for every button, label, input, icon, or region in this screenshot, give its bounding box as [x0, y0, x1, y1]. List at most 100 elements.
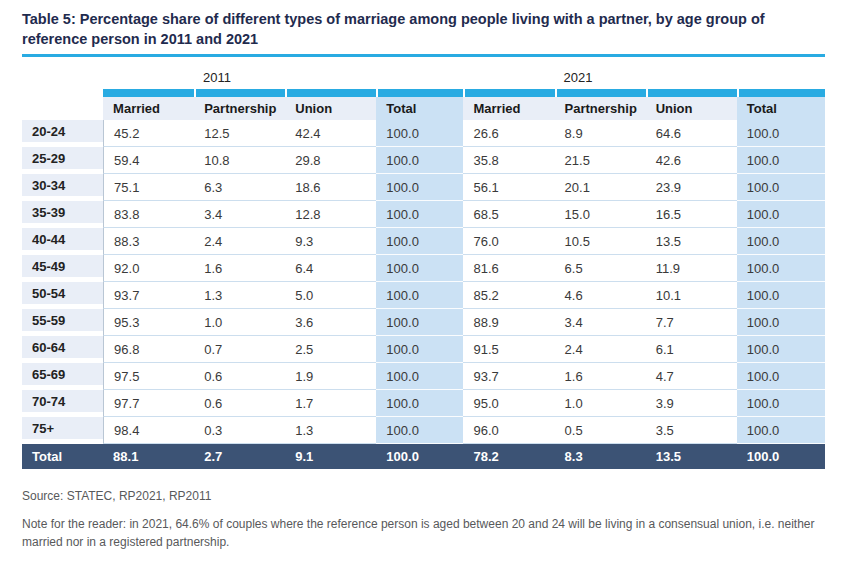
- table-cell: 88.9: [463, 309, 554, 336]
- table-cell: 2.4: [194, 228, 285, 255]
- table-cell: 1.6: [194, 255, 285, 282]
- column-header: Union: [646, 97, 737, 120]
- table-cell: 20.1: [555, 174, 646, 201]
- table-cell: 16.5: [646, 201, 737, 228]
- table-cell: 9.3: [285, 228, 376, 255]
- table-cell: 64.6: [646, 120, 737, 147]
- row-label: 35-39: [22, 201, 103, 228]
- table-cell: 68.5: [463, 201, 554, 228]
- table-cell: 85.2: [463, 282, 554, 309]
- accent-bar: [285, 89, 376, 97]
- table-cell: 8.3: [555, 444, 646, 469]
- table-cell: 100.0: [737, 255, 825, 282]
- accent-bar-row: [22, 89, 825, 97]
- table-cell: 96.8: [103, 336, 194, 363]
- column-header: Total: [376, 97, 463, 120]
- marriage-table: 2011 2021MarriedPartnershipUnionTotalMar…: [22, 65, 825, 469]
- table-cell: 0.7: [194, 336, 285, 363]
- table-cell: 100.0: [737, 444, 825, 469]
- table-cell: 97.7: [103, 390, 194, 417]
- table-cell: 26.6: [463, 120, 554, 147]
- table-row: 50-5493.71.35.0100.085.24.610.1100.0: [22, 282, 825, 309]
- table-cell: 10.1: [646, 282, 737, 309]
- table-cell: 3.4: [194, 201, 285, 228]
- table-cell: 10.8: [194, 147, 285, 174]
- table-cell: 81.6: [463, 255, 554, 282]
- table-cell: 45.2: [103, 120, 194, 147]
- table-cell: 13.5: [646, 444, 737, 469]
- row-label: 75+: [22, 417, 103, 444]
- table-cell: 100.0: [376, 201, 463, 228]
- table-cell: 4.7: [646, 363, 737, 390]
- table-cell: 29.8: [285, 147, 376, 174]
- page-title: Table 5: Percentage share of different t…: [22, 10, 822, 49]
- table-cell: 1.0: [555, 390, 646, 417]
- table-cell: 95.3: [103, 309, 194, 336]
- page: Table 5: Percentage share of different t…: [0, 0, 857, 551]
- table-cell: 75.1: [103, 174, 194, 201]
- table-cell: 8.9: [555, 120, 646, 147]
- table-cell: 12.5: [194, 120, 285, 147]
- column-header: Married: [463, 97, 554, 120]
- table-cell: 100.0: [376, 309, 463, 336]
- table-cell: 92.0: [103, 255, 194, 282]
- accent-bar: [103, 89, 194, 97]
- accent-bar: [555, 89, 646, 97]
- total-row: Total88.12.79.1100.078.28.313.5100.0: [22, 444, 825, 469]
- table-cell: 97.5: [103, 363, 194, 390]
- table-cell: 83.8: [103, 201, 194, 228]
- note-text: Note for the reader: in 2021, 64.6% of c…: [22, 516, 835, 551]
- accent-bar: [463, 89, 554, 97]
- table-cell: 100.0: [737, 147, 825, 174]
- table-cell: 3.9: [646, 390, 737, 417]
- table-cell: 100.0: [376, 228, 463, 255]
- table-cell: 3.5: [646, 417, 737, 444]
- table-cell: 100.0: [737, 282, 825, 309]
- accent-bar: [737, 89, 825, 97]
- row-label: 25-29: [22, 147, 103, 174]
- row-label: 50-54: [22, 282, 103, 309]
- table-cell: 1.9: [285, 363, 376, 390]
- table-cell: 100.0: [376, 120, 463, 147]
- table-cell: 1.6: [555, 363, 646, 390]
- table-cell: 100.0: [737, 417, 825, 444]
- table-cell: 2.5: [285, 336, 376, 363]
- table-cell: 13.5: [646, 228, 737, 255]
- table-cell: 42.6: [646, 147, 737, 174]
- table-cell: 98.4: [103, 417, 194, 444]
- table-row: 65-6997.50.61.9100.093.71.64.7100.0: [22, 363, 825, 390]
- column-header: Total: [737, 97, 825, 120]
- row-label: 40-44: [22, 228, 103, 255]
- row-label: 65-69: [22, 363, 103, 390]
- table-row: 60-6496.80.72.5100.091.52.46.1100.0: [22, 336, 825, 363]
- table-row: 75+98.40.31.3100.096.00.53.5100.0: [22, 417, 825, 444]
- table-cell: 7.7: [646, 309, 737, 336]
- table-cell: 2.4: [555, 336, 646, 363]
- table-cell: 6.5: [555, 255, 646, 282]
- table-cell: 100.0: [737, 309, 825, 336]
- year-label-2021: 2021: [463, 65, 825, 89]
- table-row: 45-4992.01.66.4100.081.66.511.9100.0: [22, 255, 825, 282]
- table-cell: 100.0: [376, 336, 463, 363]
- table-row: 20-2445.212.542.4100.026.68.964.6100.0: [22, 120, 825, 147]
- table-cell: 5.0: [285, 282, 376, 309]
- table-cell: 0.6: [194, 390, 285, 417]
- column-header-row: MarriedPartnershipUnionTotalMarriedPartn…: [22, 97, 825, 120]
- table-row: 35-3983.83.412.8100.068.515.016.5100.0: [22, 201, 825, 228]
- table-cell: 15.0: [555, 201, 646, 228]
- table-cell: 1.0: [194, 309, 285, 336]
- column-header: Partnership: [194, 97, 285, 120]
- table-cell: 100.0: [737, 390, 825, 417]
- table-cell: 93.7: [463, 363, 554, 390]
- table-cell: 1.3: [194, 282, 285, 309]
- table-cell: 21.5: [555, 147, 646, 174]
- table-cell: 6.4: [285, 255, 376, 282]
- table-cell: 100.0: [737, 174, 825, 201]
- table-cell: 96.0: [463, 417, 554, 444]
- column-header: Married: [103, 97, 194, 120]
- table-cell: 35.8: [463, 147, 554, 174]
- table-cell: 88.1: [103, 444, 194, 469]
- table-cell: 100.0: [737, 228, 825, 255]
- table-cell: 9.1: [285, 444, 376, 469]
- row-label: 60-64: [22, 336, 103, 363]
